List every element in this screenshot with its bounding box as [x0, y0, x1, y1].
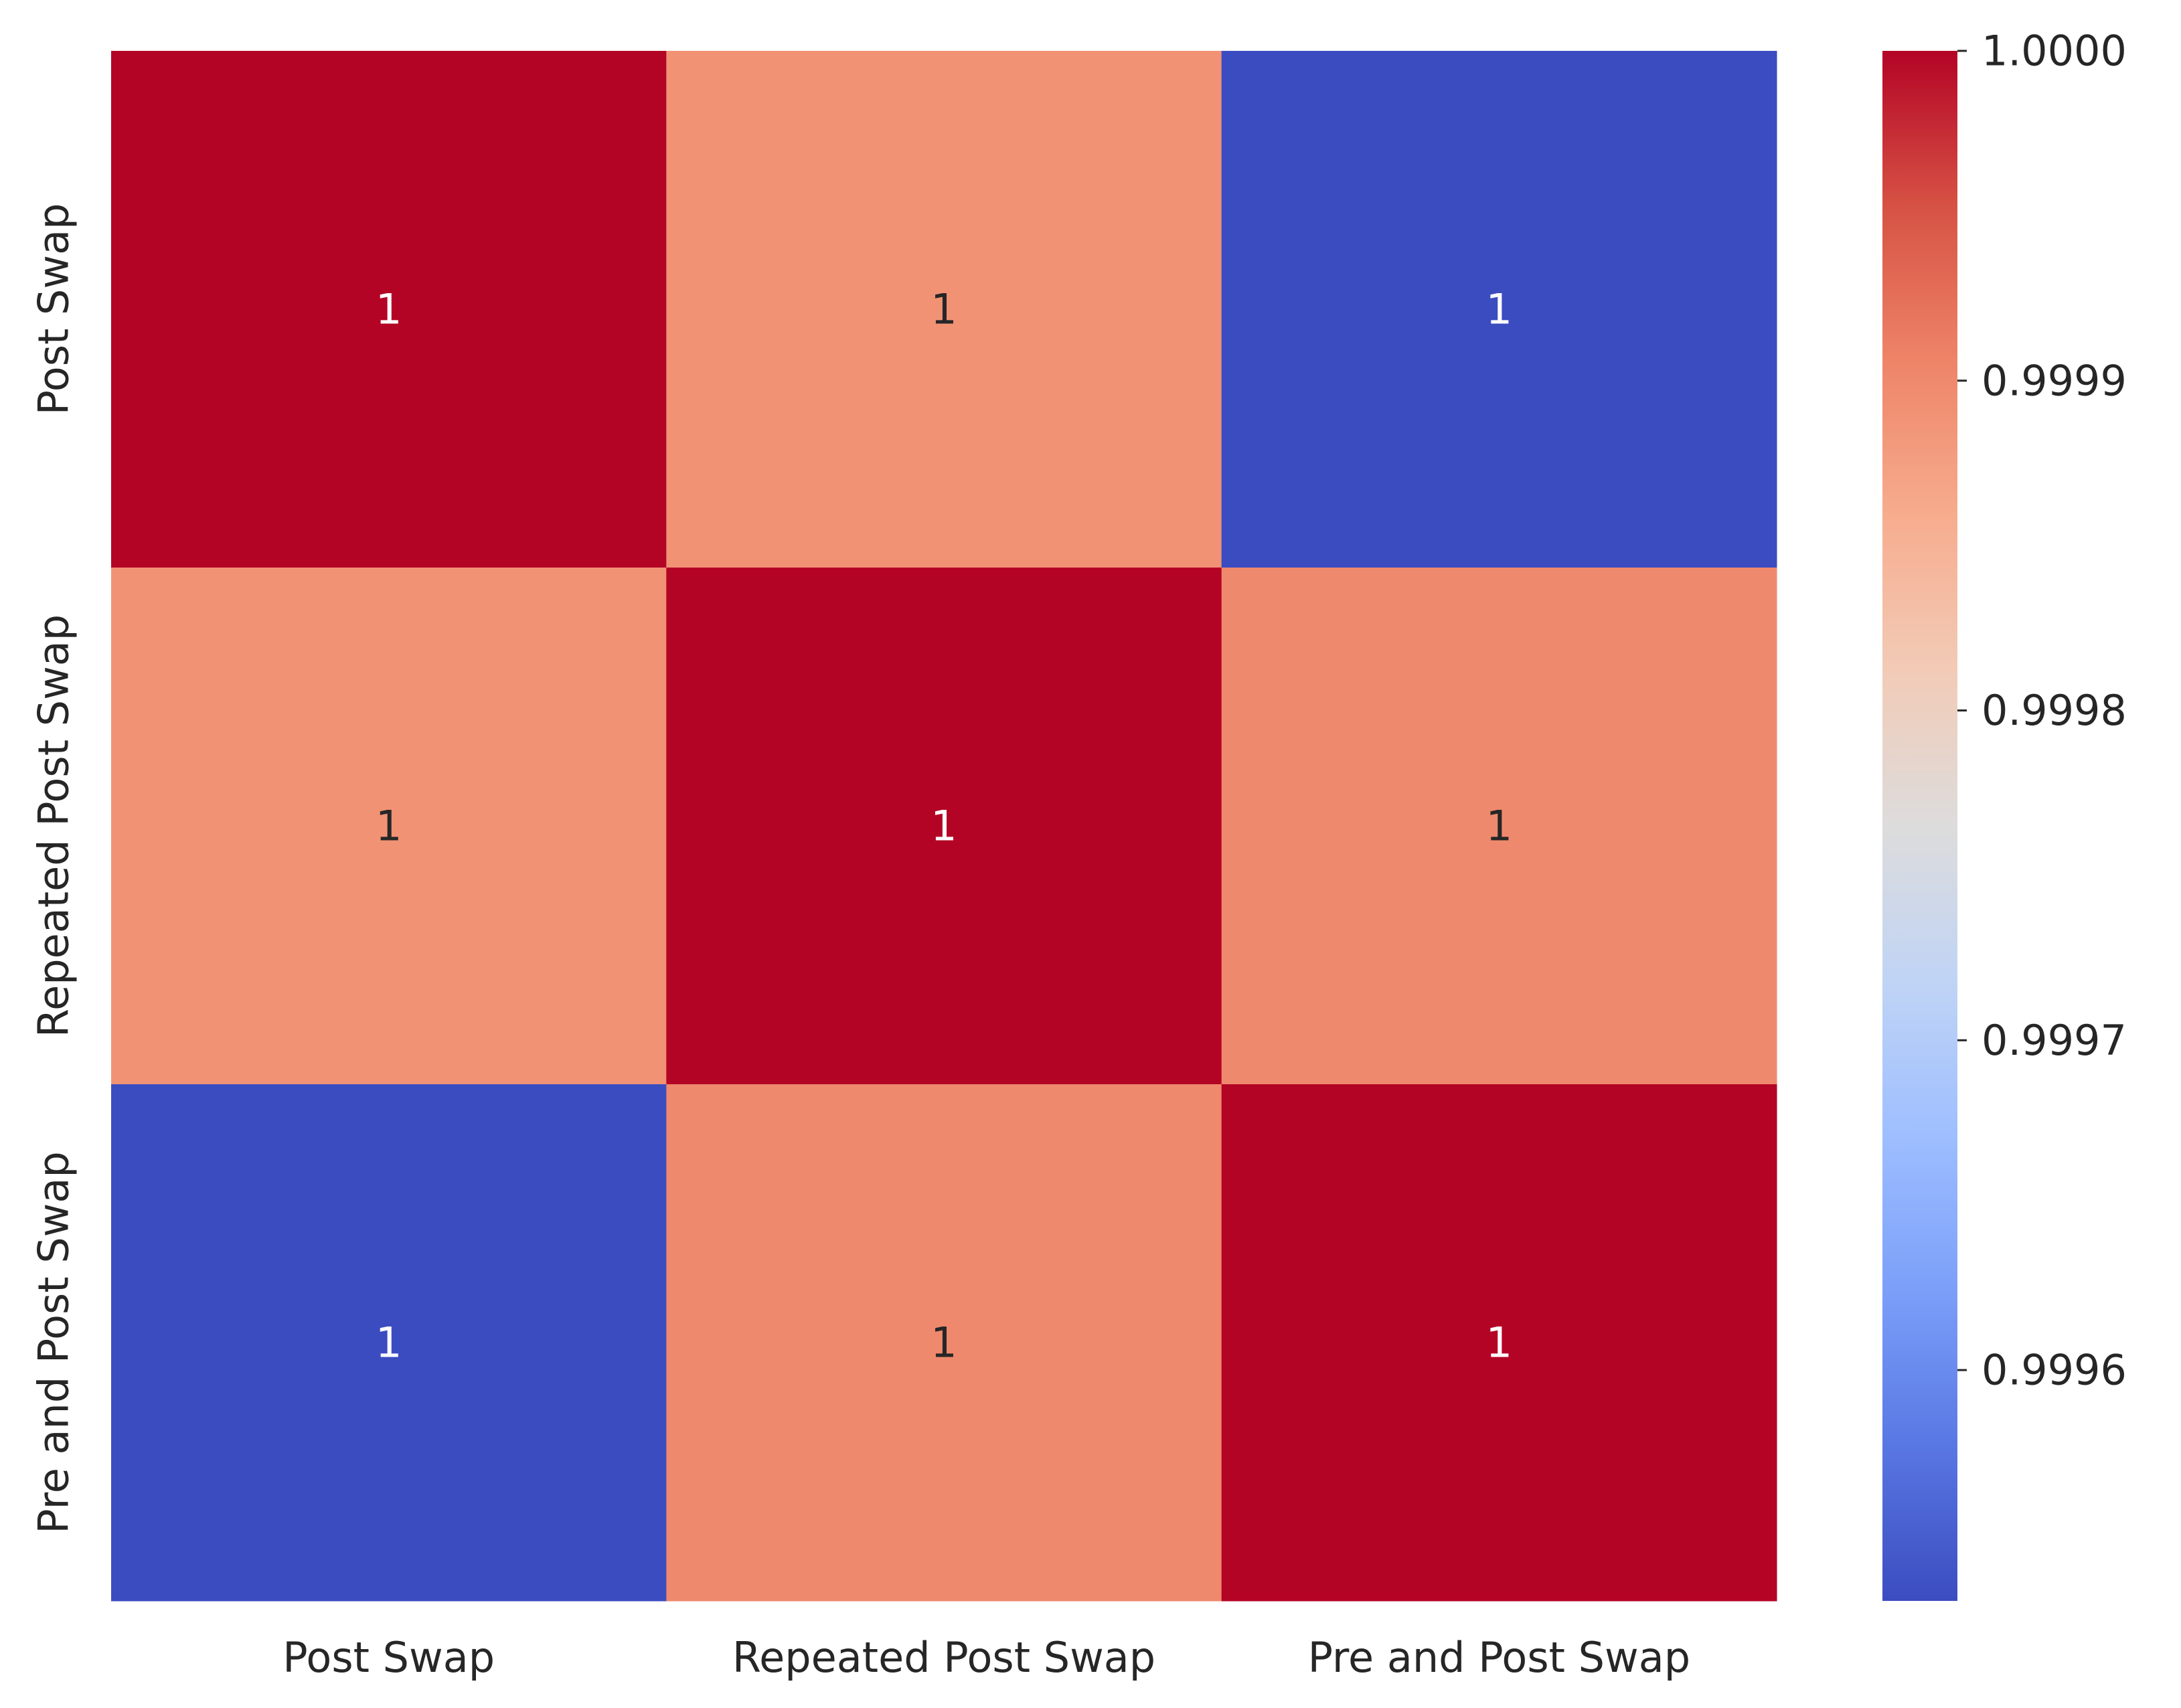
- cell-annotation-0-0: 1: [376, 285, 402, 334]
- x-axis-tick-labels: Post Swap Repeated Post Swap Pre and Post …: [282, 1633, 1690, 1682]
- colorbar-tick-label-0: 0.9996: [1982, 1346, 2127, 1395]
- cell-annotation-1-1: 1: [931, 802, 957, 851]
- colorbar-tick-label-2: 0.9998: [1982, 686, 2127, 735]
- y-tick-label-0: Post Swap: [29, 203, 78, 416]
- heatmap-cell-1-0: [111, 568, 667, 1085]
- heatmap-cell-0-0: [111, 51, 667, 568]
- colorbar-tick-label-4: 1.0000: [1982, 27, 2127, 76]
- colorbar-tick-label-3: 0.9999: [1982, 356, 2127, 405]
- cell-annotation-0-1: 1: [931, 285, 957, 334]
- y-axis-tick-labels: Post Swap Repeated Post Swap Pre and Post …: [29, 203, 78, 1534]
- colorbar-ticks: 0.9996 0.9997 0.9998 0.9999 1.0000: [1957, 27, 2127, 1395]
- x-tick-label-0: Post Swap: [282, 1633, 495, 1682]
- x-tick-label-1: Repeated Post Swap: [732, 1633, 1155, 1682]
- colorbar-gradient-bar: [1882, 51, 1957, 1601]
- heatmap-cell-0-1: [666, 51, 1222, 568]
- cell-annotation-2-2: 1: [1486, 1318, 1512, 1367]
- heatmap-cell-2-1: [666, 1084, 1222, 1602]
- cell-annotation-1-2: 1: [1486, 802, 1512, 851]
- cell-annotation-2-1: 1: [931, 1318, 957, 1367]
- cell-annotation-2-0: 1: [376, 1318, 402, 1367]
- y-tick-label-2: Pre and Post Swap: [29, 1151, 78, 1533]
- colorbar: 0.9996 0.9997 0.9998 0.9999 1.0000: [1882, 27, 2127, 1601]
- cell-annotation-1-0: 1: [376, 802, 402, 851]
- x-tick-label-2: Pre and Post Swap: [1308, 1633, 1690, 1682]
- heatmap-cell-2-0: [111, 1084, 667, 1602]
- cell-annotation-0-2: 1: [1486, 285, 1512, 334]
- y-tick-label-1: Repeated Post Swap: [29, 614, 78, 1037]
- heatmap-cells: 1 1 1 1 1 1 1 1 1: [111, 51, 1777, 1602]
- heatmap-cell-0-2: [1221, 51, 1777, 568]
- colorbar-tick-label-1: 0.9997: [1982, 1016, 2127, 1065]
- heatmap-cell-1-2: [1221, 568, 1777, 1085]
- heatmap-cell-1-1: [666, 568, 1222, 1085]
- heatmap-cell-2-2: [1221, 1084, 1777, 1602]
